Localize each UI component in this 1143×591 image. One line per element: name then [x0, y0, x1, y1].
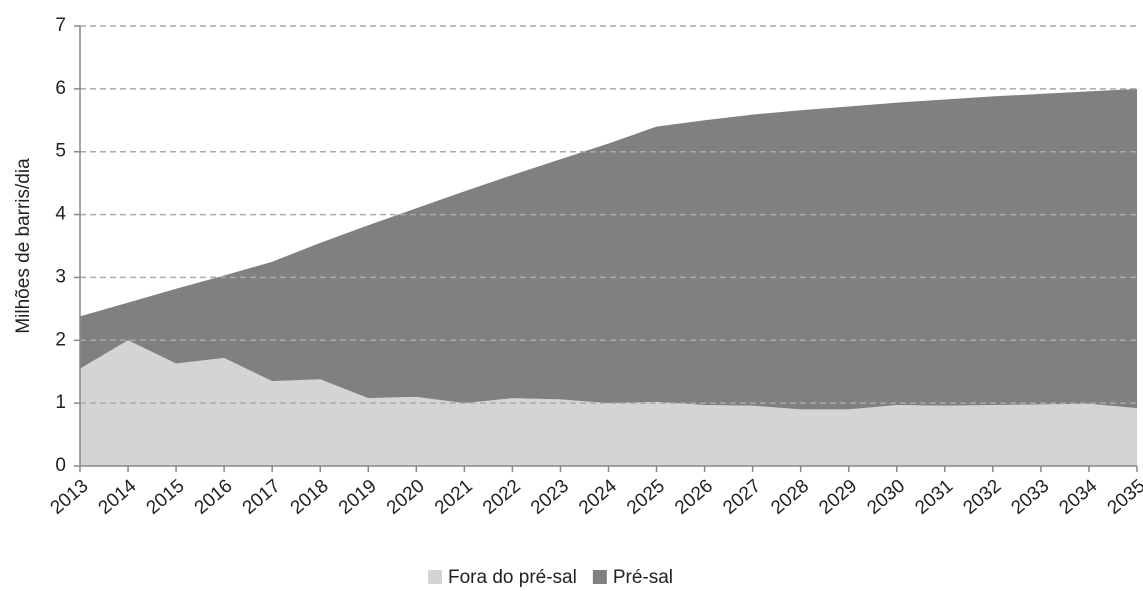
x-tick-label: 2015	[143, 476, 189, 519]
x-tick-label: 2030	[863, 476, 909, 519]
legend-swatch	[592, 570, 607, 584]
y-axis-label: Milhões de barris/dia	[13, 158, 34, 334]
x-tick-label: 2028	[767, 476, 813, 519]
x-tick-label: 2035	[1104, 476, 1143, 519]
x-tick-label: 2031	[911, 476, 957, 519]
x-tick-label: 2034	[1056, 475, 1102, 519]
y-tick-label: 1	[55, 392, 66, 413]
x-tick-label: 2029	[815, 476, 861, 519]
x-tick-label: 2023	[527, 476, 573, 519]
y-tick-label: 2	[55, 329, 66, 350]
y-tick-label: 5	[55, 141, 66, 162]
x-tick-label: 2024	[575, 475, 621, 519]
legend-label: Pré-sal	[613, 567, 673, 588]
x-tick-label: 2021	[431, 476, 477, 519]
x-tick-label: 2022	[479, 476, 525, 519]
x-tick-label: 2020	[383, 476, 429, 519]
y-tick-label: 0	[55, 455, 66, 476]
y-tick-label: 3	[55, 266, 66, 287]
x-tick-label: 2014	[95, 475, 141, 519]
legend-label: Fora do pré-sal	[448, 567, 577, 588]
x-tick-label: 2017	[239, 476, 285, 519]
x-tick-label: 2026	[671, 476, 717, 519]
x-tick-label: 2018	[287, 476, 333, 519]
x-tick-label: 2016	[191, 476, 237, 519]
x-tick-label: 2013	[47, 476, 93, 519]
x-tick-label: 2019	[335, 476, 381, 519]
x-tick-label: 2032	[959, 476, 1005, 519]
x-tick-label: 2033	[1007, 476, 1053, 519]
x-tick-label: 2027	[719, 476, 765, 519]
y-tick-label: 4	[55, 204, 66, 225]
legend-swatch	[428, 570, 442, 584]
x-tick-label: 2025	[623, 476, 669, 519]
y-tick-label: 6	[55, 78, 66, 99]
area	[80, 88, 1137, 410]
y-tick-label: 7	[55, 15, 66, 36]
